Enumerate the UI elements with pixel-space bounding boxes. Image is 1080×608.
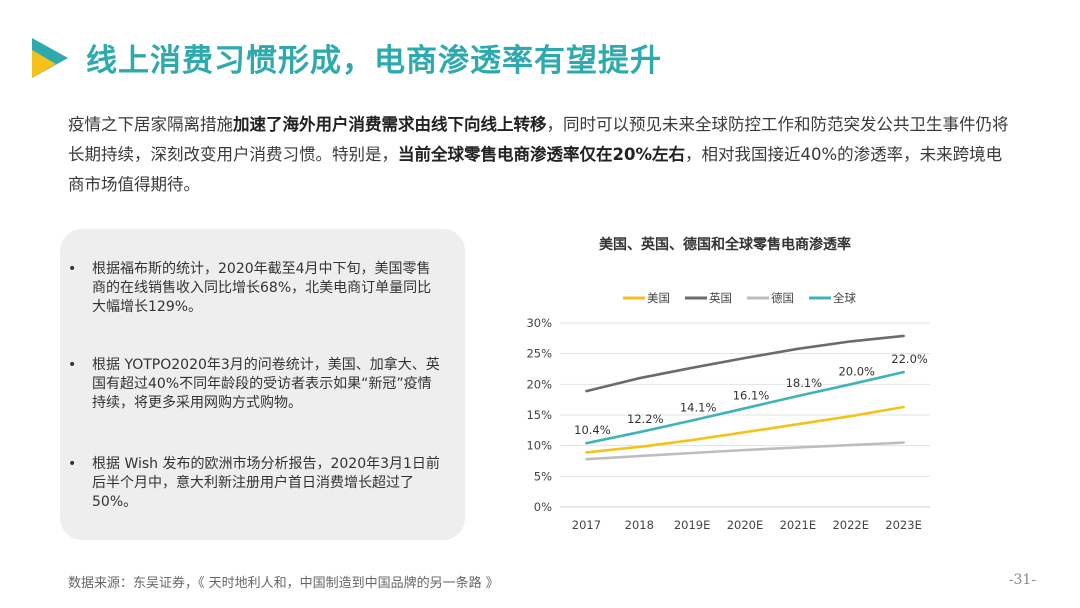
data-label: 14.1% [680, 401, 717, 415]
intro-text-1: 疫情之下居家隔离措施 [68, 115, 233, 134]
x-tick-label: 2023E [885, 518, 922, 532]
data-label: 22.0% [891, 352, 928, 366]
bullet-text: 根据福布斯的统计，2020年截至4月中下旬，美国零售商的在线销售收入同比增长68… [92, 261, 432, 315]
data-label: 20.0% [838, 364, 875, 378]
x-tick-label: 2018 [625, 518, 654, 532]
chart-title: 美国、英国、德国和全球零售电商渗透率 [599, 236, 851, 253]
bullet-item: • 根据福布斯的统计，2020年截至4月中下旬，美国零售商的在线销售收入同比增长… [68, 260, 443, 317]
y-tick-label: 10% [526, 439, 552, 453]
intro-text-3: ，相对我国接近40%的渗透率，未来跨境电商市场值得期待。 [68, 145, 1003, 194]
intro-text-2: ，同时可以预见未来全球防控工作和防范突发公共卫生事件仍将长期持续，深刻改变用户消… [68, 115, 1009, 164]
y-tick-label: 20% [526, 377, 552, 391]
y-tick-label: 30% [526, 316, 552, 330]
bullet-text: 根据 YOTPO2020年3月的问卷统计，美国、加拿大、英国有超过40%不同年龄… [92, 357, 440, 411]
x-tick-label: 2020E [727, 518, 764, 532]
legend-label: 英国 [709, 291, 732, 305]
page-number: -31- [1008, 572, 1036, 588]
y-tick-label: 25% [526, 347, 552, 361]
data-source-note: 数据来源：东吴证券，《 天时地利人和，中国制造到中国品牌的另一条路 》 [68, 576, 499, 591]
x-tick-label: 2017 [572, 518, 601, 532]
x-tick-label: 2021E [780, 518, 817, 532]
page-title: 线上消费习惯形成，电商渗透率有望提升 [86, 43, 662, 79]
y-tick-label: 5% [534, 469, 552, 483]
series-line [585, 441, 905, 461]
y-tick-label: 0% [534, 500, 552, 514]
brand-logo-icon [32, 38, 68, 78]
data-label: 10.4% [574, 423, 611, 437]
bullet-panel: • 根据福布斯的统计，2020年截至4月中下旬，美国零售商的在线销售收入同比增长… [60, 229, 465, 540]
bullet-item: • 根据 Wish 发布的欧洲市场分析报告，2020年3月1日前后半个月中，意大… [68, 455, 443, 512]
data-label: 18.1% [786, 376, 823, 390]
legend-label: 美国 [647, 291, 670, 305]
legend-label: 德国 [771, 291, 794, 305]
data-label: 12.2% [627, 412, 664, 426]
legend-label: 全球 [833, 291, 856, 305]
series-line [585, 370, 905, 445]
bullet-text: 根据 Wish 发布的欧洲市场分析报告，2020年3月1日前后半个月中，意大利新… [92, 456, 440, 510]
bullet-marker: • [68, 261, 77, 277]
intro-paragraph: 疫情之下居家隔离措施加速了海外用户消费需求由线下向线上转移，同时可以预见未来全球… [68, 110, 1018, 200]
x-tick-label: 2022E [832, 518, 869, 532]
x-tick-label: 2019E [674, 518, 711, 532]
series-line [585, 405, 905, 454]
bullet-marker: • [68, 456, 77, 472]
intro-highlight-2: 当前全球零售电商渗透率仅在20%左右 [398, 145, 685, 164]
data-label: 16.1% [733, 388, 770, 402]
series-line [585, 334, 905, 393]
intro-highlight-1: 加速了海外用户消费需求由线下向线上转移 [233, 115, 547, 134]
y-tick-label: 15% [526, 408, 552, 422]
bullet-item: • 根据 YOTPO2020年3月的问卷统计，美国、加拿大、英国有超过40%不同… [68, 356, 443, 413]
bullet-marker: • [68, 357, 77, 373]
